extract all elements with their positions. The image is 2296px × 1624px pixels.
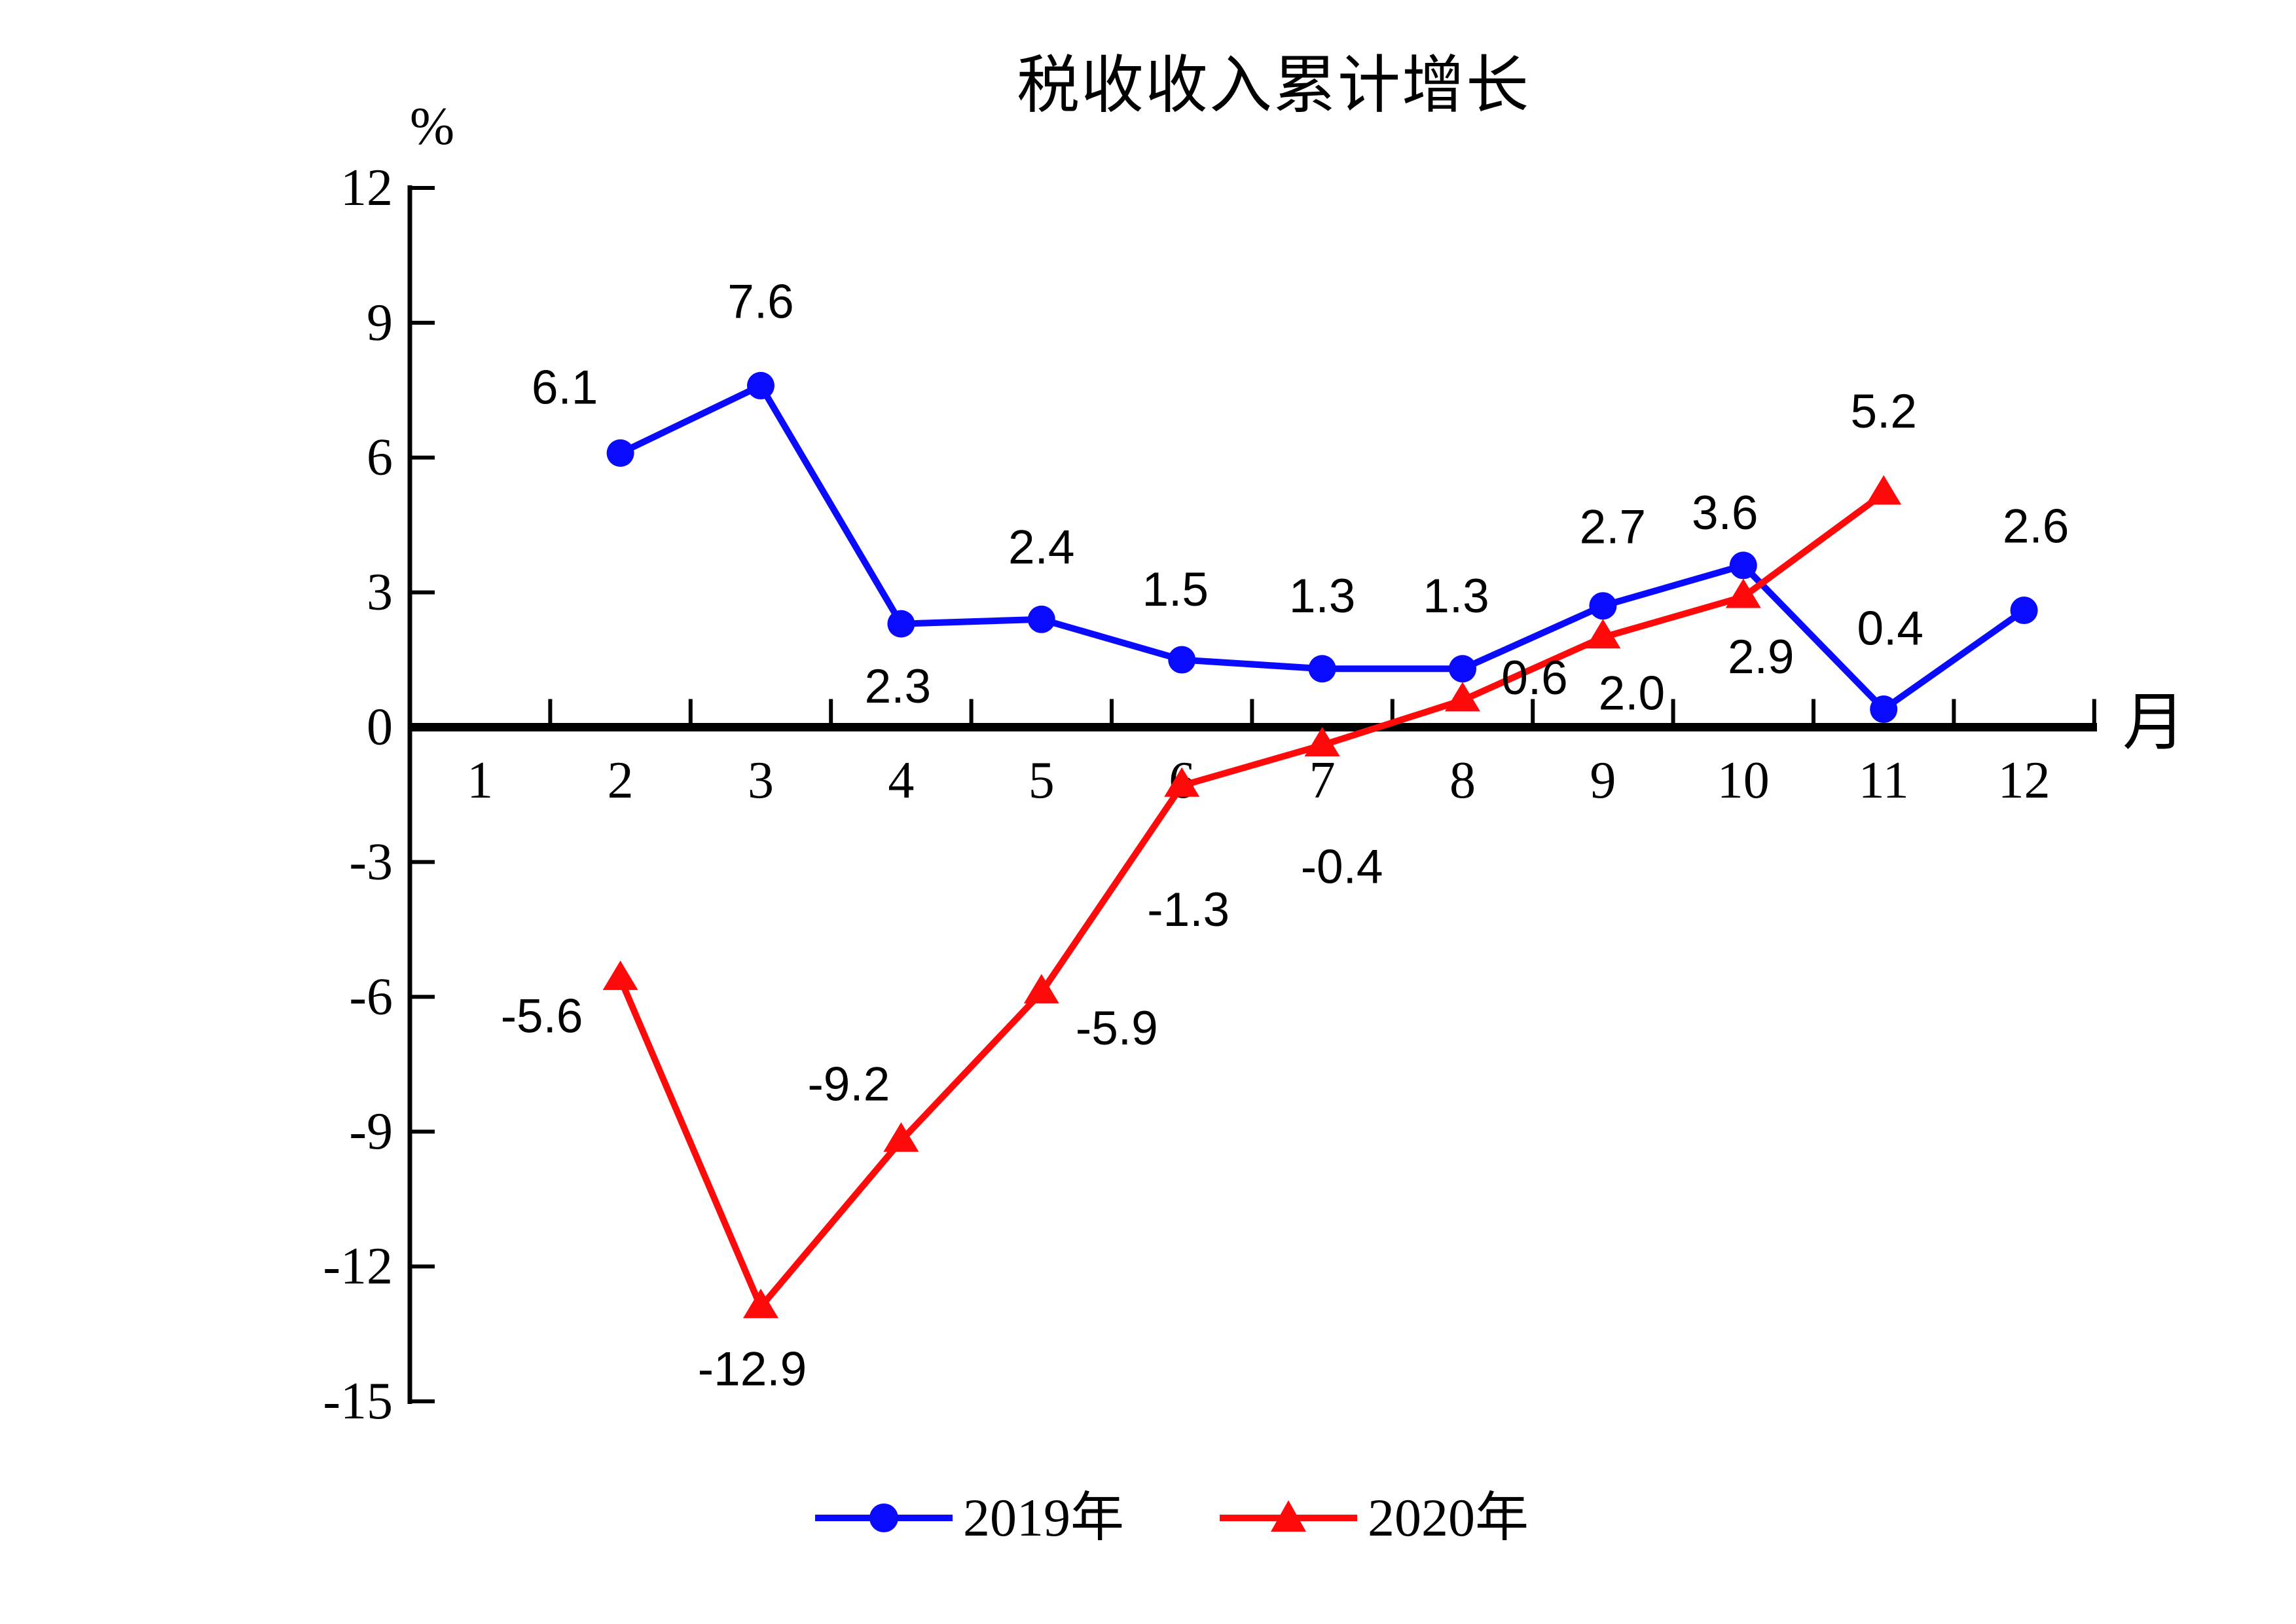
x-tick-label: 10 [1717,752,1770,809]
series-2019年-marker [1027,605,1055,633]
series-2020年-marker [883,1122,919,1152]
data-label: -5.9 [1076,1002,1158,1055]
x-tick-label: 9 [1590,752,1616,809]
y-tick-label: -15 [323,1373,393,1430]
data-label: -0.4 [1301,840,1383,893]
series-2019年-marker [747,371,774,399]
series-2020年-marker [1164,767,1200,797]
data-label: 2.6 [2003,500,2069,553]
series-2019年-marker [1870,695,1898,724]
y-tick-label: 3 [367,564,393,621]
data-label: 3.6 [1692,487,1758,540]
data-label: 2.0 [1599,667,1665,720]
x-tick-label: 7 [1309,752,1336,809]
x-tick-label: 4 [888,752,914,809]
x-tick-label: 12 [1998,752,2050,809]
x-tick-label: 1 [467,752,493,809]
series-2019年-marker [887,610,915,638]
data-label: 2.9 [1728,631,1794,684]
series-2019年-marker [1308,655,1336,683]
chart-title: 税收收入累计增长 [1017,50,1530,120]
series-2020年-marker [1023,974,1059,1004]
series-2019年-marker [2010,597,2038,625]
x-tick-label: 8 [1449,752,1476,809]
data-label: 5.2 [1850,385,1916,438]
series-2020年-line [617,490,1886,1310]
series-2020年-marker [602,960,638,990]
series-2020年-marker [1585,619,1621,649]
data-label: -12.9 [698,1342,807,1395]
series-2020年-marker [743,1288,778,1318]
series-2020年-marker [1304,726,1340,756]
y-tick-label: -6 [349,968,393,1025]
data-label: 1.5 [1142,563,1208,616]
series-2019年-marker [1729,551,1757,580]
y-tick-label: -12 [323,1238,393,1295]
data-label: -9.2 [808,1058,890,1111]
y-tick-label: 9 [367,294,393,352]
data-label: 1.3 [1289,570,1355,623]
data-label: 0.4 [1857,602,1923,655]
series-2020年-marker [1725,578,1761,608]
series-2019年-marker [606,439,634,467]
x-tick-label: 5 [1029,752,1055,809]
data-label: 1.3 [1423,570,1489,623]
x-tick-label: 3 [748,752,774,809]
y-tick-label: 0 [367,699,393,756]
data-label: 2.7 [1580,501,1646,554]
y-tick-label: -3 [349,833,393,891]
data-label: -1.3 [1147,883,1230,936]
x-tick-label: 11 [1859,752,1909,809]
y-tick-label: 12 [340,159,393,217]
series-2019年-marker [1589,592,1617,620]
data-label: -5.6 [501,989,583,1043]
x-tick-label: 2 [608,752,634,809]
x-axis-unit-label: 月 [2123,688,2185,758]
series-2019年-marker [1449,655,1476,683]
series-2020年-marker [1866,475,1902,505]
y-axis-unit-label: % [409,96,455,156]
data-label: 0.6 [1501,652,1567,705]
series-2020年-marker [1445,682,1480,712]
y-tick-label: 6 [367,429,393,487]
data-label: 6.1 [532,361,598,414]
data-label: 2.4 [1008,521,1074,574]
data-label: 2.3 [865,660,931,713]
data-label: 7.6 [727,275,793,328]
series-2019年-marker [1168,646,1196,674]
y-tick-label: -9 [349,1103,393,1160]
